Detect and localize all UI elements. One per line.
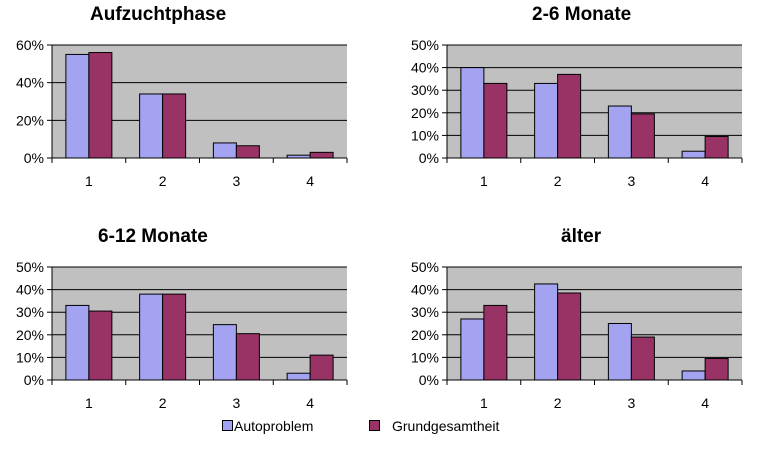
chart-plot-6-12-monate: 50% 40% 30% 20% 10% 0% 1 2 3 4 <box>16 259 348 411</box>
chart-title: älter <box>561 226 602 247</box>
bar-autoproblem <box>534 82 559 159</box>
y-tick-label: 30% <box>16 304 44 320</box>
chart-legend: Autoproblem Grundgesamtheit <box>218 412 548 440</box>
chart-panel-2-6-monate: 2-6 Monate 50% 40% 30% 20% 10% 0% 1 2 3 4 <box>395 0 772 190</box>
x-tick-label: 4 <box>306 395 314 411</box>
bar-autoproblem <box>534 283 559 381</box>
y-tick-label: 40% <box>411 282 439 298</box>
bar-autoproblem <box>681 370 706 381</box>
y-tick-label: 20% <box>16 327 44 343</box>
x-tick-label: 2 <box>159 173 167 189</box>
bar-grundgesamtheit <box>88 52 113 159</box>
x-tick-label: 3 <box>627 395 635 411</box>
bar-autoproblem <box>460 67 485 159</box>
bar-autoproblem <box>212 142 237 159</box>
x-tick-label: 3 <box>232 395 240 411</box>
bar-grundgesamtheit <box>557 73 582 159</box>
chart-panel-6-12-monate: 6-12 Monate 50% 40% 30% 20% 10% 0% 1 2 3 4 <box>0 222 360 412</box>
chart-title: 6-12 Monate <box>98 226 208 247</box>
x-tick-label: 2 <box>554 395 562 411</box>
bar-grundgesamtheit <box>235 145 260 159</box>
bar-grundgesamtheit <box>483 304 508 381</box>
legend-swatch-autoproblem <box>222 420 233 431</box>
x-tick-label: 3 <box>232 173 240 189</box>
y-tick-label: 20% <box>411 105 439 121</box>
x-tick-label: 1 <box>480 173 488 189</box>
chart-title: 2-6 Monate <box>532 4 632 25</box>
y-tick-label: 40% <box>16 282 44 298</box>
y-tick-label: 50% <box>411 37 439 53</box>
y-tick-label: 20% <box>411 327 439 343</box>
y-tick-label: 30% <box>411 82 439 98</box>
bar-autoproblem <box>607 105 632 159</box>
chart-plot-aelter: 50% 40% 30% 20% 10% 0% 1 2 3 4 <box>411 259 743 411</box>
y-tick-label: 30% <box>411 304 439 320</box>
bar-autoproblem <box>460 318 485 381</box>
y-tick-label: 50% <box>16 259 44 275</box>
bar-grundgesamtheit <box>88 310 113 381</box>
chart-plot-aufzuchtphase: 60% 40% 20% 0% 1 2 3 4 <box>16 37 348 189</box>
bar-autoproblem <box>139 93 164 159</box>
bar-grundgesamtheit <box>162 293 187 381</box>
x-tick-label: 1 <box>85 173 93 189</box>
bar-grundgesamtheit <box>483 82 508 159</box>
y-tick-label: 20% <box>16 112 44 128</box>
bar-autoproblem <box>139 293 164 381</box>
x-tick-label: 1 <box>480 395 488 411</box>
bar-grundgesamtheit <box>630 113 655 159</box>
bar-grundgesamtheit <box>309 354 334 381</box>
y-tick-label: 60% <box>16 37 44 53</box>
bar-grundgesamtheit <box>704 136 729 159</box>
bar-autoproblem <box>286 372 311 381</box>
bar-grundgesamtheit <box>630 336 655 381</box>
chart-plot-2-6-monate: 50% 40% 30% 20% 10% 0% 1 2 3 4 <box>411 37 743 189</box>
bar-grundgesamtheit <box>557 292 582 381</box>
bar-grundgesamtheit <box>235 333 260 381</box>
bar-autoproblem <box>212 324 237 381</box>
x-tick-label: 2 <box>554 173 562 189</box>
legend-swatch-grundgesamtheit <box>369 420 380 431</box>
chart-panel-aelter: älter 50% 40% 30% 20% 10% 0% 1 2 3 4 <box>395 222 772 412</box>
x-tick-label: 4 <box>701 395 709 411</box>
y-tick-label: 0% <box>24 150 44 166</box>
y-tick-label: 40% <box>16 75 44 91</box>
y-tick-label: 0% <box>419 150 439 166</box>
chart-title: Aufzuchtphase <box>90 4 227 25</box>
x-tick-label: 4 <box>306 173 314 189</box>
bar-grundgesamtheit <box>162 93 187 159</box>
x-tick-label: 2 <box>159 395 167 411</box>
bar-autoproblem <box>607 323 632 381</box>
bar-autoproblem <box>681 150 706 159</box>
y-tick-label: 50% <box>411 259 439 275</box>
y-tick-label: 10% <box>411 127 439 143</box>
y-tick-label: 10% <box>411 349 439 365</box>
bar-grundgesamtheit <box>704 358 729 381</box>
bar-autoproblem <box>65 53 90 159</box>
x-tick-label: 4 <box>701 173 709 189</box>
y-tick-label: 40% <box>411 60 439 76</box>
y-tick-label: 0% <box>419 372 439 388</box>
bar-grundgesamtheit <box>309 151 334 159</box>
bar-autoproblem <box>65 304 90 381</box>
chart-panel-aufzuchtphase: Aufzuchtphase 60% 40% 20% 0% 1 2 3 4 <box>0 0 360 190</box>
y-tick-label: 10% <box>16 349 44 365</box>
x-tick-label: 3 <box>627 173 635 189</box>
x-tick-label: 1 <box>85 395 93 411</box>
legend-label-grundgesamtheit: Grundgesamtheit <box>392 418 500 434</box>
legend-label-autoproblem: Autoproblem <box>234 418 314 434</box>
y-tick-label: 0% <box>24 372 44 388</box>
